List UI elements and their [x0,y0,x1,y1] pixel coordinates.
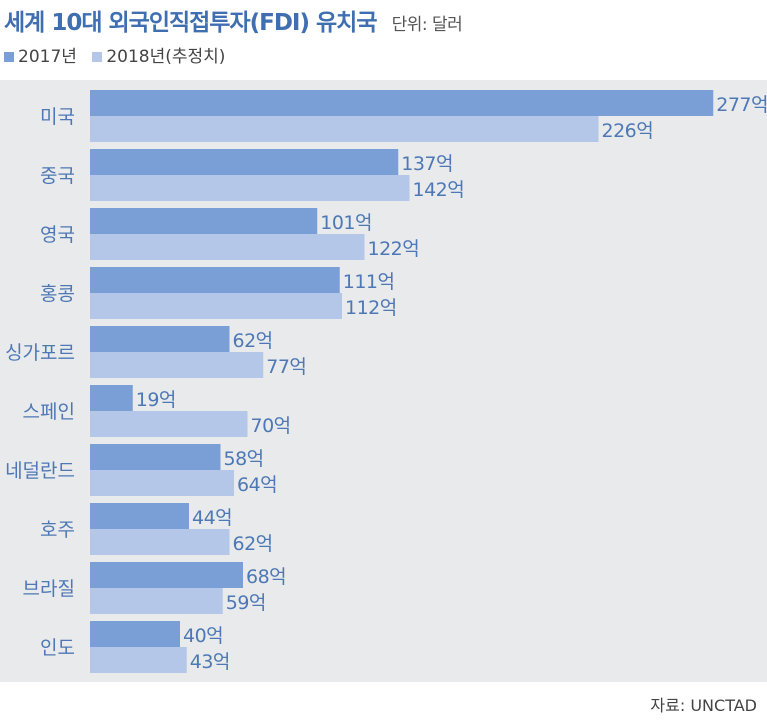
data-label: 101억 [320,212,372,234]
bar-2017 [90,621,180,647]
category-label: 미국 [40,106,75,128]
legend-swatch-2017 [4,52,14,62]
category-label: 중국 [40,165,75,187]
legend-label-2018: 2018년(추정치) [106,47,226,67]
data-label: 111억 [343,271,395,293]
bar-2017 [90,444,221,470]
data-label: 77억 [266,356,306,378]
bar-2018 [90,470,234,496]
data-label: 137억 [401,153,453,175]
category-label: 싱가포르 [5,342,75,364]
bar-2018 [90,352,264,378]
bar-2018 [90,116,599,142]
bar-2017 [90,208,318,234]
data-label: 62억 [233,533,273,555]
bar-2018 [90,647,187,673]
data-label: 19억 [136,389,176,411]
legend-item-2018: 2018년(추정치) [92,42,225,67]
title-row: 세계 10대 외국인직접투자(FDI) 유치국 단위: 달러 [4,3,463,36]
data-label: 226억 [602,120,654,142]
bar-2018 [90,293,342,319]
data-label: 62억 [233,330,273,352]
data-label: 70억 [251,415,291,437]
category-label: 네덜란드 [5,460,75,482]
chart-title: 세계 10대 외국인직접투자(FDI) 유치국 [4,10,377,36]
data-label: 64억 [237,474,277,496]
data-label: 44억 [192,507,232,529]
bar-2018 [90,175,410,201]
bar-2017 [90,503,189,529]
bar-2017 [90,267,340,293]
data-label: 43억 [190,651,230,673]
category-label: 영국 [40,224,75,246]
data-label: 59억 [226,592,266,614]
category-label: 홍콩 [40,283,75,305]
legend-item-2017: 2017년 [4,42,77,67]
bar-2018 [90,588,223,614]
data-label: 68억 [246,566,286,588]
bar-2017 [90,90,714,116]
bar-2018 [90,234,365,260]
category-label: 스페인 [23,401,75,423]
data-label: 277억 [716,94,767,116]
bar-2017 [90,385,133,411]
data-label: 58억 [224,448,264,470]
legend-label-2017: 2017년 [18,47,77,67]
bar-2018 [90,529,230,555]
legend-swatch-2018 [92,52,103,62]
data-label: 122억 [368,238,420,260]
unit-label: 단위: 달러 [391,15,463,35]
category-label: 인도 [40,637,75,659]
data-label: 142억 [413,179,465,201]
category-label: 호주 [40,519,75,541]
legend: 2017년 2018년(추정치) [4,42,235,67]
data-label: 40억 [183,625,223,647]
bar-2017 [90,149,399,175]
bar-2017 [90,326,230,352]
category-label: 브라질 [23,578,75,600]
bar-2018 [90,411,248,437]
source-note: 자료: UNCTAD [650,696,757,715]
bar-2017 [90,562,243,588]
data-label: 112억 [345,297,397,319]
